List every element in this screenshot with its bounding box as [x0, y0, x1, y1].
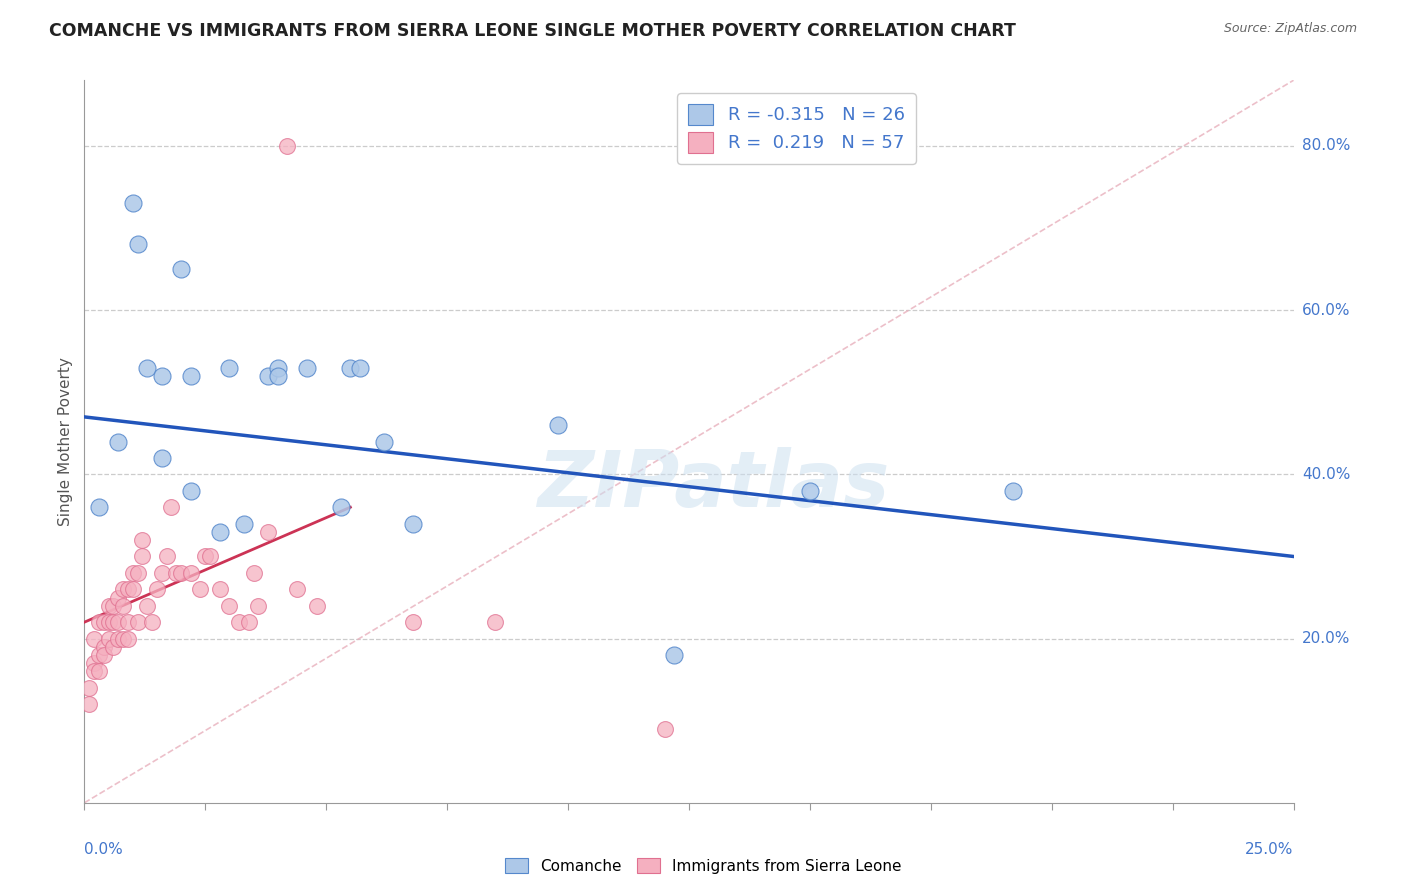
Point	[180, 566, 202, 580]
Point	[136, 360, 159, 375]
Point	[242, 566, 264, 580]
Point	[247, 599, 270, 613]
Point	[339, 360, 361, 375]
Point	[112, 632, 135, 646]
Point	[654, 722, 676, 736]
Point	[103, 640, 125, 654]
Point	[136, 599, 159, 613]
Point	[170, 566, 193, 580]
Point	[329, 500, 352, 515]
Point	[257, 524, 280, 539]
Point	[170, 262, 193, 277]
Point	[150, 368, 173, 383]
Point	[87, 615, 110, 630]
Point	[127, 237, 149, 252]
Point	[97, 599, 120, 613]
Text: COMANCHE VS IMMIGRANTS FROM SIERRA LEONE SINGLE MOTHER POVERTY CORRELATION CHART: COMANCHE VS IMMIGRANTS FROM SIERRA LEONE…	[49, 22, 1017, 40]
Point	[107, 615, 129, 630]
Point	[87, 500, 110, 515]
Point	[218, 360, 240, 375]
Point	[267, 360, 290, 375]
Point	[131, 533, 153, 547]
Point	[141, 615, 163, 630]
Point	[87, 665, 110, 679]
Point	[180, 368, 202, 383]
Point	[97, 632, 120, 646]
Point	[112, 599, 135, 613]
Point	[107, 434, 129, 449]
Point	[121, 196, 143, 211]
Point	[150, 566, 173, 580]
Point	[160, 500, 183, 515]
Point	[218, 599, 240, 613]
Point	[112, 582, 135, 597]
Text: 40.0%: 40.0%	[1302, 467, 1350, 482]
Point	[93, 615, 115, 630]
Point	[103, 615, 125, 630]
Point	[127, 566, 149, 580]
Point	[1001, 483, 1024, 498]
Point	[77, 698, 100, 712]
Point	[146, 582, 169, 597]
Point	[103, 599, 125, 613]
Point	[77, 681, 100, 695]
Point	[238, 615, 260, 630]
Legend: R = -0.315   N = 26, R =  0.219   N = 57: R = -0.315 N = 26, R = 0.219 N = 57	[678, 93, 915, 163]
Point	[349, 360, 371, 375]
Text: Source: ZipAtlas.com: Source: ZipAtlas.com	[1223, 22, 1357, 36]
Point	[127, 615, 149, 630]
Text: 60.0%: 60.0%	[1302, 302, 1350, 318]
Point	[402, 615, 425, 630]
Point	[208, 582, 231, 597]
Point	[276, 139, 298, 153]
Point	[547, 418, 569, 433]
Text: 20.0%: 20.0%	[1302, 632, 1350, 646]
Point	[165, 566, 187, 580]
Point	[107, 591, 129, 605]
Point	[83, 665, 105, 679]
Point	[150, 450, 173, 465]
Point	[93, 640, 115, 654]
Point	[121, 566, 143, 580]
Text: 0.0%: 0.0%	[84, 842, 124, 856]
Point	[233, 516, 256, 531]
Point	[285, 582, 308, 597]
Point	[93, 648, 115, 662]
Point	[180, 483, 202, 498]
Point	[83, 632, 105, 646]
Text: 80.0%: 80.0%	[1302, 138, 1350, 153]
Point	[190, 582, 212, 597]
Text: ZIPatlas: ZIPatlas	[537, 447, 889, 523]
Point	[305, 599, 328, 613]
Point	[402, 516, 425, 531]
Point	[228, 615, 250, 630]
Text: 25.0%: 25.0%	[1246, 842, 1294, 856]
Point	[83, 657, 105, 671]
Point	[131, 549, 153, 564]
Point	[295, 360, 318, 375]
Point	[97, 615, 120, 630]
Point	[155, 549, 177, 564]
Legend: Comanche, Immigrants from Sierra Leone: Comanche, Immigrants from Sierra Leone	[499, 852, 907, 880]
Point	[373, 434, 395, 449]
Point	[484, 615, 506, 630]
Point	[257, 368, 280, 383]
Point	[267, 368, 290, 383]
Y-axis label: Single Mother Poverty: Single Mother Poverty	[58, 357, 73, 526]
Point	[121, 582, 143, 597]
Point	[107, 632, 129, 646]
Point	[194, 549, 217, 564]
Point	[799, 483, 821, 498]
Point	[117, 632, 139, 646]
Point	[87, 648, 110, 662]
Point	[664, 648, 686, 662]
Point	[117, 582, 139, 597]
Point	[117, 615, 139, 630]
Point	[198, 549, 221, 564]
Point	[208, 524, 231, 539]
